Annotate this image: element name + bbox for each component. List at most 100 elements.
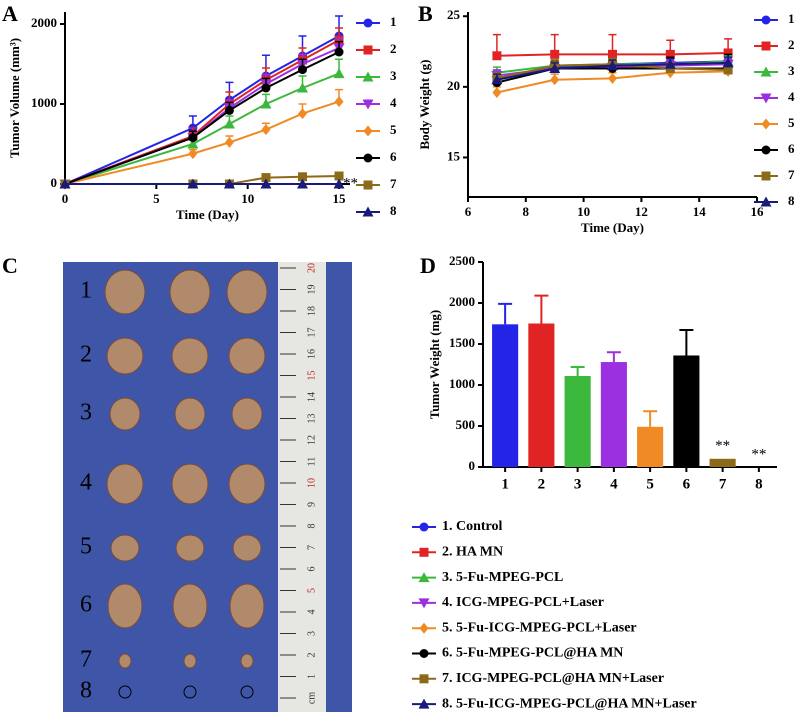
- marker: [187, 138, 199, 149]
- x-tick-label: 5: [646, 476, 654, 492]
- series-line: [64, 39, 340, 185]
- tumor: [107, 583, 143, 629]
- y-tick-label: 15: [447, 148, 461, 163]
- marker: [491, 74, 503, 85]
- error-bar: [570, 365, 585, 376]
- annotation: **: [343, 175, 358, 191]
- bar: [673, 355, 700, 467]
- marker: [761, 118, 771, 130]
- error-bar: [679, 329, 694, 356]
- panel-label: C: [2, 253, 18, 278]
- marker: [760, 93, 772, 104]
- marker: [418, 598, 430, 609]
- bar: [492, 324, 519, 467]
- marker: [419, 547, 429, 557]
- tumor: [232, 534, 262, 562]
- x-tick-label: 0: [62, 191, 69, 206]
- marker: [363, 18, 373, 28]
- tumor: [231, 397, 263, 431]
- y-tick-label: 1000: [449, 376, 475, 391]
- tumor: [228, 463, 266, 505]
- marker: [362, 71, 374, 82]
- error-bar: [534, 294, 549, 324]
- ruler-label: 12: [306, 435, 317, 445]
- y-axis-title: Body Weight (g): [417, 59, 432, 149]
- marker: [761, 15, 771, 25]
- row-label: 3: [80, 400, 92, 426]
- y-tick-label: 25: [447, 7, 461, 22]
- panel-label: B: [418, 1, 433, 26]
- bar: [564, 375, 591, 467]
- x-tick-label: 7: [719, 476, 727, 492]
- ruler-label: 9: [306, 502, 317, 507]
- y-tick-label: 0: [51, 175, 58, 190]
- marker: [492, 86, 502, 98]
- y-axis-title: Tumor Volume (mm³): [7, 38, 22, 158]
- tumor: [240, 653, 254, 669]
- marker: [761, 145, 771, 155]
- marker: [363, 180, 373, 190]
- y-tick-label: 2000: [31, 15, 57, 30]
- error-bar: [606, 351, 621, 363]
- marker: [363, 153, 373, 163]
- legend-label: 8: [390, 203, 397, 218]
- empty-site: [240, 685, 254, 699]
- marker: [492, 51, 502, 61]
- legend-label: 4: [788, 89, 795, 104]
- x-tick-label: 4: [610, 476, 618, 492]
- marker: [188, 148, 198, 160]
- tumor: [169, 269, 211, 315]
- ruler-label: 18: [306, 306, 317, 316]
- error-bar: [643, 410, 658, 427]
- series-line: [64, 51, 340, 185]
- row-label: 4: [80, 470, 92, 496]
- tumors: [104, 269, 268, 699]
- marker: [723, 65, 733, 75]
- marker: [223, 178, 235, 189]
- marker: [550, 49, 560, 59]
- y-tick-label: 1500: [449, 335, 475, 350]
- y-axis-title: Tumor Weight (mg): [427, 310, 442, 420]
- tumor: [110, 534, 140, 562]
- legend-label: 4: [390, 95, 397, 110]
- marker: [298, 108, 307, 120]
- marker: [418, 572, 430, 583]
- x-tick-label: 14: [693, 204, 707, 219]
- legend-label: 6. 5-Fu-MPEG-PCL@HA MN: [442, 646, 623, 661]
- marker: [549, 62, 561, 73]
- row-label: 1: [80, 278, 92, 304]
- marker: [334, 171, 344, 181]
- marker: [419, 649, 429, 658]
- ruler-label: 7: [306, 545, 317, 550]
- ruler-label: 19: [306, 285, 317, 295]
- marker: [188, 133, 198, 143]
- marker: [419, 522, 429, 532]
- ruler-label: 5: [306, 588, 317, 593]
- marker: [723, 48, 733, 58]
- marker: [298, 65, 307, 75]
- legend-label: 2. HA MN: [442, 545, 503, 560]
- legend-label: 8: [788, 193, 795, 208]
- legend-label: 1: [788, 11, 795, 26]
- empty-site: [183, 685, 197, 699]
- ruler-label: 16: [306, 349, 317, 359]
- y-tick-label: 2000: [449, 294, 475, 309]
- marker: [665, 49, 675, 59]
- legend-label: 2: [788, 37, 795, 52]
- marker: [761, 171, 771, 181]
- series-line: [64, 72, 340, 185]
- legend-label: 6: [390, 149, 397, 164]
- marker: [664, 58, 676, 69]
- tumor: [229, 583, 265, 629]
- legend-label: 7. ICG-MPEG-PCL@HA MN+Laser: [442, 671, 664, 686]
- marker: [761, 41, 771, 51]
- marker: [608, 72, 617, 84]
- series-line: [65, 175, 340, 185]
- tumor: [171, 337, 209, 375]
- row-label: 2: [80, 342, 92, 368]
- y-tick-label: 500: [456, 417, 476, 432]
- ruler-label: 11: [306, 457, 317, 467]
- marker: [334, 96, 344, 108]
- marker: [297, 82, 308, 93]
- marker: [223, 118, 235, 129]
